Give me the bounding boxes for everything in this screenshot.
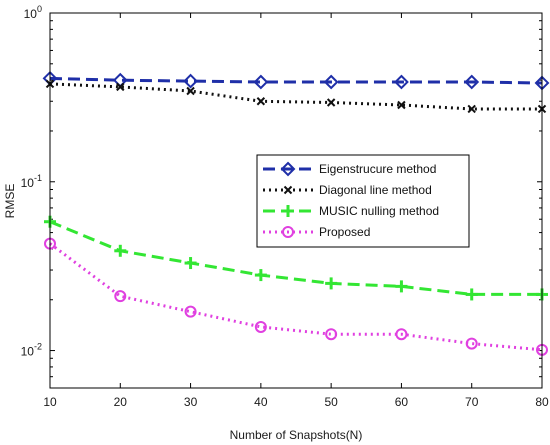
x-tick-label: 80 [535, 395, 549, 409]
data-point-proposed [395, 328, 408, 341]
legend-label-eigenstrucure-method: Eigenstrucure method [319, 162, 436, 176]
series-layer [42, 70, 550, 356]
legend-marker-eigenstrucure-method [280, 161, 296, 177]
data-point-diagonal-line-method [186, 86, 195, 96]
y-axis-label: RMSE [3, 184, 17, 219]
data-point-eigenstrucure-method [183, 73, 198, 89]
y-tick-exponent: -2 [34, 342, 42, 352]
y-tick-exponent: 0 [37, 4, 42, 14]
x-tick-label: 60 [395, 395, 409, 409]
data-point-music-nulling-method [395, 280, 408, 293]
series-line-diagonal-line-method [49, 82, 542, 111]
data-point-music-nulling-method [254, 269, 267, 282]
data-point-proposed [184, 305, 197, 318]
y-tick-base: 10 [24, 7, 38, 21]
x-axis-ticks: 10 20 30 40 50 60 70 80 [43, 13, 549, 409]
series-line-eigenstrucure-method [49, 76, 543, 85]
marker-stroke [467, 104, 476, 114]
data-point-music-nulling-method [325, 277, 338, 290]
data-point-music-nulling-method [114, 244, 127, 257]
legend-marker-proposed [282, 226, 294, 238]
data-point-music-nulling-method [465, 288, 478, 301]
data-point-diagonal-line-method [116, 82, 125, 92]
data-point-diagonal-line-method [467, 104, 476, 114]
x-tick-label: 20 [114, 395, 128, 409]
plot-frame [49, 12, 543, 389]
data-point-diagonal-line-method [326, 98, 336, 107]
legend-label-diagonal-line-method: Diagonal line method [319, 183, 432, 197]
x-tick-label: 70 [465, 395, 479, 409]
legend-marker-music-nulling-method [282, 205, 294, 217]
data-point-eigenstrucure-method [323, 74, 339, 90]
legend-label-proposed: Proposed [319, 225, 370, 239]
data-point-diagonal-line-method [397, 100, 406, 110]
marker-stroke [116, 82, 125, 92]
data-point-eigenstrucure-method [253, 74, 269, 90]
data-point-music-nulling-method [184, 257, 197, 270]
data-point-proposed [325, 328, 338, 341]
marker-stroke [283, 185, 293, 195]
x-tick-label: 50 [324, 395, 338, 409]
y-tick-label: 10-1 [21, 173, 42, 190]
data-point-proposed [114, 290, 127, 303]
y-tick-label: 100 [24, 4, 42, 21]
marker-stroke [397, 100, 406, 110]
data-point-diagonal-line-method [256, 97, 266, 106]
data-point-proposed [465, 337, 478, 350]
series-line-music-nulling-method [49, 220, 542, 296]
marker-stroke [326, 98, 336, 107]
x-axis-label: Number of Snapshots(N) [230, 428, 363, 442]
y-tick-label: 10-2 [21, 342, 42, 359]
legend-label-music-nulling-method: MUSIC nulling method [319, 204, 439, 218]
x-tick-label: 10 [43, 395, 57, 409]
marker-stroke [256, 97, 266, 106]
marker-stroke [186, 86, 195, 96]
data-point-eigenstrucure-method [394, 74, 409, 90]
legend-marker-diagonal-line-method [283, 185, 293, 195]
x-tick-label: 40 [254, 395, 268, 409]
data-point-proposed [254, 320, 267, 333]
data-point-eigenstrucure-method [464, 74, 480, 90]
y-tick-base: 10 [21, 345, 35, 359]
legend: Eigenstrucure method Diagonal line method… [256, 154, 470, 248]
y-tick-base: 10 [21, 176, 35, 190]
x-tick-label: 30 [184, 395, 198, 409]
y-tick-exponent: -1 [34, 173, 42, 183]
